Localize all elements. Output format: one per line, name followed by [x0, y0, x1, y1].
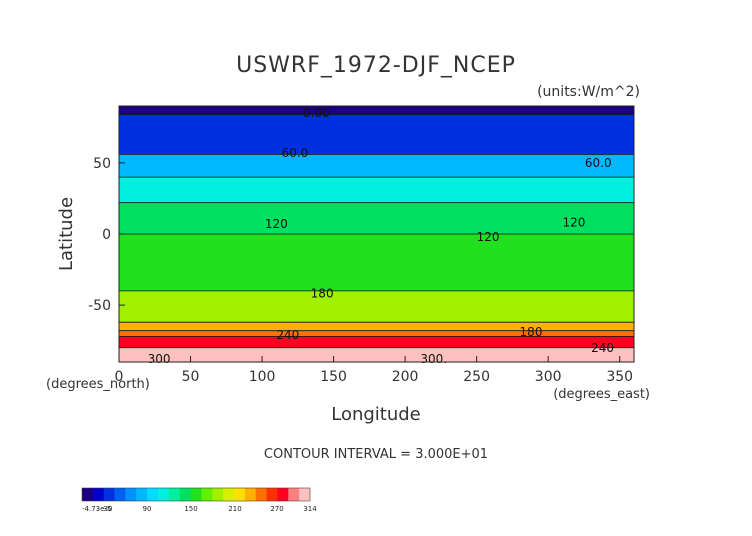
contour-label: 120: [562, 216, 585, 230]
contour-interval: CONTOUR INTERVAL = 3.000E+01: [264, 447, 488, 462]
x-unit-label: (degrees_east): [553, 387, 650, 402]
x-tick-label: 350: [606, 369, 633, 385]
x-axis-label: Longitude: [331, 404, 421, 425]
colorbar-swatch: [266, 488, 278, 501]
latitude-band: [119, 114, 634, 155]
x-axis-ticks: 0 50 100 150 200 250 300 350: [115, 356, 633, 385]
x-tick-label: 300: [535, 369, 562, 385]
contour-label: 120: [477, 230, 500, 244]
colorbar-swatch: [147, 488, 159, 501]
colorbar-swatch: [190, 488, 202, 501]
latitude-band: [119, 202, 634, 234]
colorbar-swatch: [288, 488, 300, 501]
colorbar-swatch: [255, 488, 267, 501]
contour-label: 240: [591, 341, 614, 355]
colorbar-swatch: [103, 488, 115, 501]
colorbar-swatch: [212, 488, 224, 501]
units-label: (units:W/m^2): [537, 84, 640, 100]
contour-label: 60.0: [282, 146, 309, 160]
colorbar-label: 210: [228, 505, 241, 513]
x-tick-label: 200: [392, 369, 419, 385]
colorbar-swatch: [299, 488, 311, 501]
colorbar-swatch: [234, 488, 246, 501]
contour-labels: 0.00 60.0 60.0 120 120 120 180 180 240 240 300 300.: [148, 106, 614, 366]
colorbar-swatch: [168, 488, 181, 501]
y-axis-label: Latitude: [56, 197, 77, 271]
x-tick-label: 0: [115, 369, 124, 385]
contour-label: 300: [148, 352, 171, 366]
colorbar-swatch: [277, 488, 289, 501]
contour-label: 120: [265, 217, 288, 231]
y-unit-label: (degrees_north): [46, 377, 150, 392]
x-tick-label: 150: [320, 369, 347, 385]
latitude-band: [119, 330, 634, 337]
colorbar-swatch: [244, 488, 257, 501]
y-tick-label: -50: [88, 298, 111, 314]
colorbar-label: 270: [270, 505, 283, 513]
contour-label: 300.: [420, 352, 447, 366]
colorbar-swatch: [179, 488, 191, 501]
latitude-band: [119, 336, 634, 348]
colorbar-swatch: [158, 488, 170, 501]
colorbar-swatch: [92, 488, 105, 501]
latitude-band: [119, 234, 634, 291]
latitude-band: [119, 154, 634, 178]
colorbar-label: 314: [303, 505, 317, 513]
y-tick-label: 0: [102, 227, 111, 243]
y-axis-ticks: -50 0 50: [88, 156, 125, 314]
colorbar-labels: -4.73e-530 90 150 210 270 314: [82, 505, 317, 513]
x-tick-label: 100: [249, 369, 276, 385]
colorbar-label: 30: [104, 505, 113, 513]
colorbar-swatch: [114, 488, 126, 501]
contour-label: 60.0: [585, 156, 612, 170]
colorbar-swatch: [136, 488, 148, 501]
colorbar-frame: [81, 487, 311, 502]
latitude-band: [119, 347, 634, 362]
colorbar: [81, 487, 311, 502]
colorbar-swatch: [201, 488, 213, 501]
plot-area: [119, 105, 634, 362]
colorbar-label: -4.73e-5: [82, 505, 111, 513]
latitude-band: [119, 290, 634, 323]
colorbar-label: 90: [143, 505, 152, 513]
y-tick-label: 50: [93, 156, 111, 172]
latitude-band: [119, 177, 634, 203]
colorbar-swatch: [82, 488, 94, 501]
colorbar-swatch: [125, 488, 137, 501]
latitude-band: [119, 322, 634, 331]
x-tick-label: 50: [182, 369, 200, 385]
latitude-band: [119, 106, 634, 115]
colorbar-label: 150: [184, 505, 197, 513]
chart-title: USWRF_1972-DJF_NCEP: [236, 53, 516, 78]
contour-label: 240: [276, 328, 299, 342]
x-tick-label: 250: [463, 369, 490, 385]
contour-label: 180: [311, 287, 334, 301]
contour-label: 0.00: [303, 106, 330, 120]
contour-label: 180: [520, 325, 543, 339]
colorbar-swatch: [223, 488, 235, 501]
